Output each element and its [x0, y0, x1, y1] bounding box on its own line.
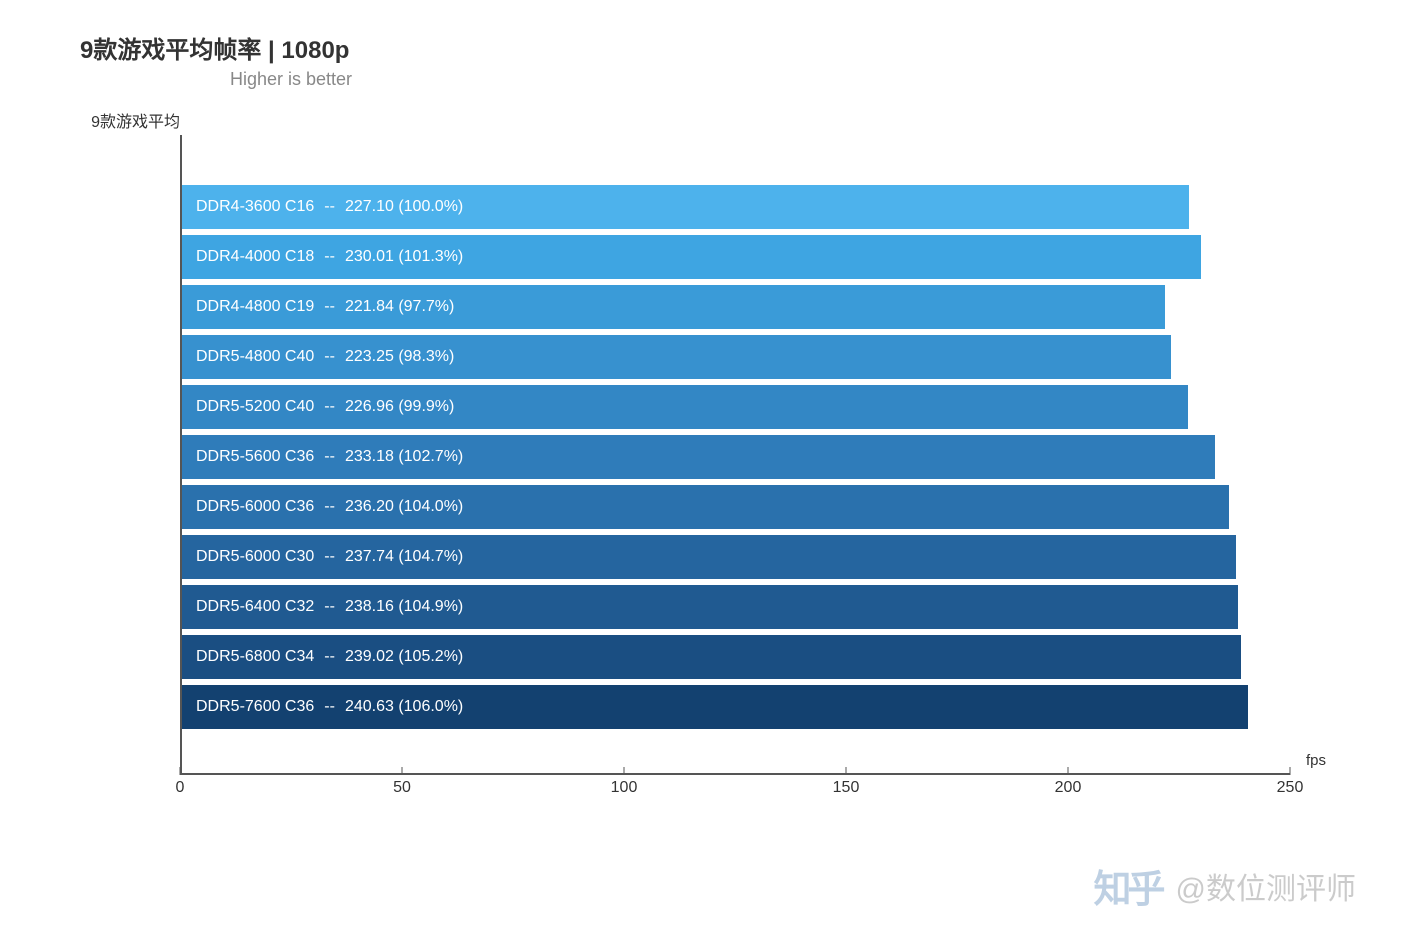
bar-label: DDR5-6800 C34 -- 239.02 (105.2%): [196, 648, 463, 666]
bar-value: 230.01 (101.3%): [345, 248, 463, 266]
bar: DDR5-5200 C40 -- 226.96 (99.9%): [182, 385, 1188, 429]
bar-label: DDR4-4000 C18 -- 230.01 (101.3%): [196, 248, 463, 266]
bar-value: 240.63 (106.0%): [345, 698, 463, 716]
watermark-logo: 知乎: [1094, 858, 1162, 913]
bar-row: DDR5-6000 C36 -- 236.20 (104.0%): [182, 485, 1290, 529]
x-tick-mark: [846, 767, 847, 775]
bar-separator: --: [324, 198, 335, 216]
bar-row: DDR4-3600 C16 -- 227.10 (100.0%): [182, 185, 1290, 229]
bar-value: 226.96 (99.9%): [345, 398, 454, 416]
bars-wrap: DDR4-3600 C16 -- 227.10 (100.0%) DDR4-4000 …: [182, 185, 1290, 735]
bar-separator: --: [324, 698, 335, 716]
bar-separator: --: [324, 448, 335, 466]
bar: DDR5-6000 C30 -- 237.74 (104.7%): [182, 535, 1236, 579]
bar: DDR4-4800 C19 -- 221.84 (97.7%): [182, 285, 1165, 329]
bar-name: DDR5-6000 C30: [196, 548, 314, 566]
bar-value: 237.74 (104.7%): [345, 548, 463, 566]
watermark: 知乎 @数位测评师: [1094, 858, 1356, 913]
bar: DDR5-4800 C40 -- 223.25 (98.3%): [182, 335, 1171, 379]
x-ticks: 050100150200250: [180, 779, 1290, 803]
bar-name: DDR4-4000 C18: [196, 248, 314, 266]
bar: DDR5-6800 C34 -- 239.02 (105.2%): [182, 635, 1241, 679]
chart-subtitle: Higher is better: [60, 69, 1356, 90]
bar-name: DDR5-6000 C36: [196, 498, 314, 516]
bar: DDR5-7600 C36 -- 240.63 (106.0%): [182, 685, 1248, 729]
bar-label: DDR5-4800 C40 -- 223.25 (98.3%): [196, 348, 454, 366]
x-tick-label: 0: [176, 779, 185, 797]
bar-value: 239.02 (105.2%): [345, 648, 463, 666]
bar-value: 223.25 (98.3%): [345, 348, 454, 366]
bar-name: DDR5-5600 C36: [196, 448, 314, 466]
bar-row: DDR5-6400 C32 -- 238.16 (104.9%): [182, 585, 1290, 629]
bar-row: DDR5-5600 C36 -- 233.18 (102.7%): [182, 435, 1290, 479]
bar: DDR4-3600 C16 -- 227.10 (100.0%): [182, 185, 1189, 229]
bar-separator: --: [324, 248, 335, 266]
watermark-author: @数位测评师: [1176, 864, 1356, 908]
bar-value: 233.18 (102.7%): [345, 448, 463, 466]
bar: DDR4-4000 C18 -- 230.01 (101.3%): [182, 235, 1201, 279]
bar-name: DDR5-6400 C32: [196, 598, 314, 616]
bar-label: DDR4-4800 C19 -- 221.84 (97.7%): [196, 298, 454, 316]
x-tick-label: 150: [833, 779, 860, 797]
bar-separator: --: [324, 298, 335, 316]
bar-name: DDR4-3600 C16: [196, 198, 314, 216]
chart-title: 9款游戏平均帧率 | 1080p: [60, 30, 1356, 65]
x-tick-label: 250: [1277, 779, 1304, 797]
bar-separator: --: [324, 648, 335, 666]
bar-value: 227.10 (100.0%): [345, 198, 463, 216]
x-tick-label: 100: [611, 779, 638, 797]
x-tick-label: 200: [1055, 779, 1082, 797]
bar-separator: --: [324, 548, 335, 566]
bar-separator: --: [324, 598, 335, 616]
plot-area: DDR4-3600 C16 -- 227.10 (100.0%) DDR4-4000 …: [180, 135, 1290, 775]
bar-label: DDR5-5200 C40 -- 226.96 (99.9%): [196, 398, 454, 416]
bar-name: DDR5-7600 C36: [196, 698, 314, 716]
bar-separator: --: [324, 398, 335, 416]
bar-name: DDR4-4800 C19: [196, 298, 314, 316]
bar: DDR5-6000 C36 -- 236.20 (104.0%): [182, 485, 1229, 529]
bar-separator: --: [324, 348, 335, 366]
bar-value: 238.16 (104.9%): [345, 598, 463, 616]
bar-label: DDR5-6000 C30 -- 237.74 (104.7%): [196, 548, 463, 566]
bar-separator: --: [324, 498, 335, 516]
bar: DDR5-6400 C32 -- 238.16 (104.9%): [182, 585, 1238, 629]
x-axis-line: [180, 773, 1290, 775]
bar-name: DDR5-5200 C40: [196, 398, 314, 416]
x-tick-mark: [1068, 767, 1069, 775]
bar-name: DDR5-6800 C34: [196, 648, 314, 666]
bar-label: DDR4-3600 C16 -- 227.10 (100.0%): [196, 198, 463, 216]
x-tick-mark: [1290, 767, 1291, 775]
x-tick-mark: [180, 767, 181, 775]
bar-name: DDR5-4800 C40: [196, 348, 314, 366]
y-category-label: 9款游戏平均: [60, 108, 180, 132]
bar-label: DDR5-6000 C36 -- 236.20 (104.0%): [196, 498, 463, 516]
bar-label: DDR5-7600 C36 -- 240.63 (106.0%): [196, 698, 463, 716]
x-axis-label: fps: [1306, 752, 1326, 769]
bar-row: DDR5-4800 C40 -- 223.25 (98.3%): [182, 335, 1290, 379]
bar-row: DDR5-6800 C34 -- 239.02 (105.2%): [182, 635, 1290, 679]
chart-container: 9款游戏平均帧率 | 1080p Higher is better 9款游戏平均…: [0, 0, 1416, 941]
bar-value: 236.20 (104.0%): [345, 498, 463, 516]
bar-row: DDR5-5200 C40 -- 226.96 (99.9%): [182, 385, 1290, 429]
bar-value: 221.84 (97.7%): [345, 298, 454, 316]
bar-label: DDR5-5600 C36 -- 233.18 (102.7%): [196, 448, 463, 466]
x-tick-label: 50: [393, 779, 411, 797]
bar-row: DDR5-7600 C36 -- 240.63 (106.0%): [182, 685, 1290, 729]
bar: DDR5-5600 C36 -- 233.18 (102.7%): [182, 435, 1215, 479]
x-tick-mark: [402, 767, 403, 775]
bar-row: DDR4-4000 C18 -- 230.01 (101.3%): [182, 235, 1290, 279]
bar-row: DDR5-6000 C30 -- 237.74 (104.7%): [182, 535, 1290, 579]
bar-label: DDR5-6400 C32 -- 238.16 (104.9%): [196, 598, 463, 616]
bar-row: DDR4-4800 C19 -- 221.84 (97.7%): [182, 285, 1290, 329]
x-tick-mark: [624, 767, 625, 775]
